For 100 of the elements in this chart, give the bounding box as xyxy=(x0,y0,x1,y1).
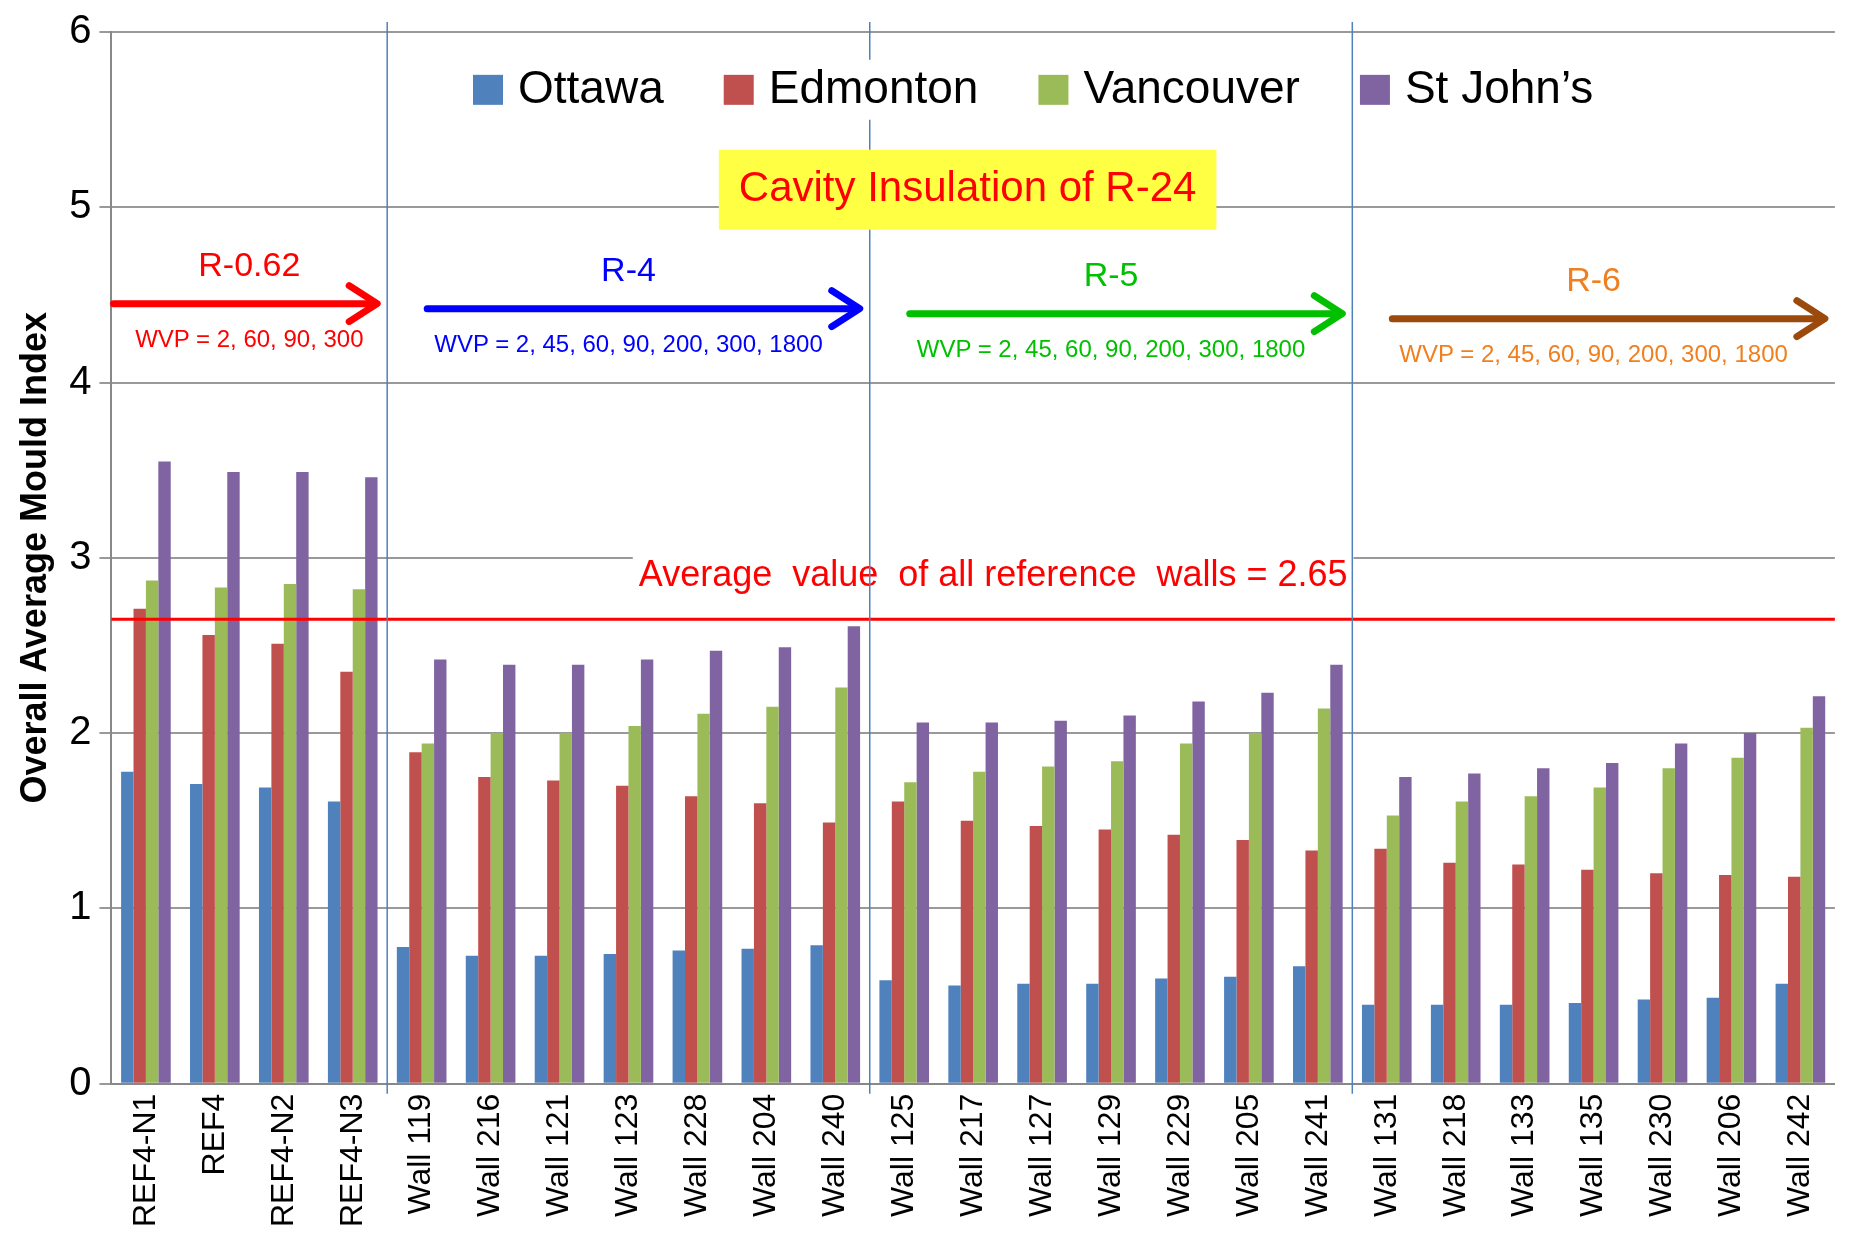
x-tick-label: REF4-N2 xyxy=(263,1093,300,1227)
x-tick-label: Wall 205 xyxy=(1228,1093,1265,1217)
bar xyxy=(1731,757,1744,1083)
x-tick-label: Wall 242 xyxy=(1780,1093,1817,1217)
bar xyxy=(327,801,341,1083)
bar xyxy=(145,580,159,1083)
bar xyxy=(478,776,491,1083)
x-tick-label: Wall 119 xyxy=(401,1093,438,1215)
bar xyxy=(283,584,297,1083)
y-tick-label: 2 xyxy=(69,708,92,753)
bar xyxy=(1674,743,1688,1083)
bar xyxy=(603,953,617,1083)
bar xyxy=(948,985,961,1083)
y-tick-label: 3 xyxy=(69,532,92,577)
bar xyxy=(340,671,353,1083)
bar xyxy=(960,820,974,1083)
annotation: R-5 xyxy=(1083,255,1139,294)
y-tick-label: 5 xyxy=(69,182,92,227)
bar xyxy=(1399,776,1412,1083)
x-tick-label: Wall 204 xyxy=(746,1093,783,1217)
bar xyxy=(409,752,422,1083)
x-tick-label: Wall 241 xyxy=(1297,1093,1334,1217)
bar xyxy=(741,948,754,1083)
x-tick-label: Wall 218 xyxy=(1435,1093,1472,1217)
x-tick-label: Wall 230 xyxy=(1642,1093,1679,1217)
bar xyxy=(202,634,215,1083)
bar xyxy=(1098,829,1112,1083)
bar xyxy=(709,650,723,1083)
bar xyxy=(766,706,779,1083)
bar xyxy=(810,945,823,1083)
bar xyxy=(1512,864,1525,1083)
bar xyxy=(271,643,284,1083)
bar xyxy=(973,771,986,1083)
bar xyxy=(1123,715,1136,1083)
x-tick-label: Wall 129 xyxy=(1090,1093,1127,1217)
bar xyxy=(1236,840,1249,1083)
x-tick-label: Wall 229 xyxy=(1159,1093,1196,1217)
bar xyxy=(1361,1004,1375,1083)
bar xyxy=(916,722,930,1083)
bar xyxy=(214,587,228,1083)
bar xyxy=(490,733,504,1083)
bar xyxy=(1248,733,1262,1083)
bar xyxy=(559,733,572,1083)
bar xyxy=(133,608,146,1083)
bar xyxy=(1305,850,1318,1083)
bar xyxy=(1650,873,1663,1083)
bar xyxy=(1524,796,1538,1083)
legend-label: Vancouver xyxy=(1083,60,1300,113)
x-tick-label: Wall 123 xyxy=(608,1093,645,1217)
bar xyxy=(296,471,309,1083)
annotation: R-6 xyxy=(1566,260,1621,299)
x-tick-label: Wall 133 xyxy=(1504,1093,1541,1217)
bar xyxy=(1224,976,1237,1083)
bar xyxy=(365,477,378,1083)
y-tick-label: 6 xyxy=(69,7,92,52)
y-tick-label: 4 xyxy=(69,357,92,402)
legend-label: Ottawa xyxy=(518,60,665,113)
bar xyxy=(985,722,998,1083)
bar xyxy=(1443,862,1456,1083)
bar xyxy=(1499,1004,1513,1083)
x-tick-label: Wall 131 xyxy=(1366,1093,1403,1217)
annotation: WVP = 2, 45, 60, 90, 200, 300, 1800 xyxy=(916,335,1306,363)
x-tick-label: Wall 135 xyxy=(1573,1093,1610,1217)
bar xyxy=(1386,815,1400,1083)
bar xyxy=(822,822,836,1083)
x-tick-label: Wall 127 xyxy=(1021,1093,1058,1217)
bar xyxy=(1293,966,1306,1083)
x-tick-label: REF4-N1 xyxy=(125,1093,162,1227)
bar xyxy=(227,471,240,1083)
bar xyxy=(158,461,171,1083)
bar xyxy=(503,664,516,1083)
x-tick-label: Wall 217 xyxy=(952,1093,989,1217)
bar xyxy=(121,771,134,1083)
y-axis-title: Overall Average Mould Index xyxy=(12,312,54,804)
annotation: R-4 xyxy=(601,250,656,289)
bar xyxy=(1017,983,1030,1083)
bar xyxy=(190,783,203,1083)
bar xyxy=(1593,787,1606,1083)
bar xyxy=(847,626,861,1083)
bar xyxy=(1042,766,1055,1083)
annotation: WVP = 2, 60, 90, 300 xyxy=(135,325,364,353)
bar xyxy=(434,659,447,1083)
bar xyxy=(547,780,560,1083)
bar xyxy=(571,664,585,1083)
bar xyxy=(1155,978,1168,1083)
bar xyxy=(1719,875,1732,1083)
bar xyxy=(1468,773,1481,1083)
bar xyxy=(1086,983,1099,1083)
annotation: R-0.62 xyxy=(198,245,301,284)
bar xyxy=(778,647,792,1083)
x-tick-label: Wall 125 xyxy=(884,1093,921,1217)
bar xyxy=(1179,743,1193,1083)
x-tick-label: Wall 228 xyxy=(677,1093,714,1217)
y-tick-label: 0 xyxy=(69,1058,92,1103)
bar xyxy=(1537,768,1550,1083)
bar xyxy=(258,787,272,1083)
bar xyxy=(534,955,548,1083)
bar xyxy=(879,980,892,1083)
bar xyxy=(835,687,848,1083)
bar xyxy=(465,955,479,1083)
